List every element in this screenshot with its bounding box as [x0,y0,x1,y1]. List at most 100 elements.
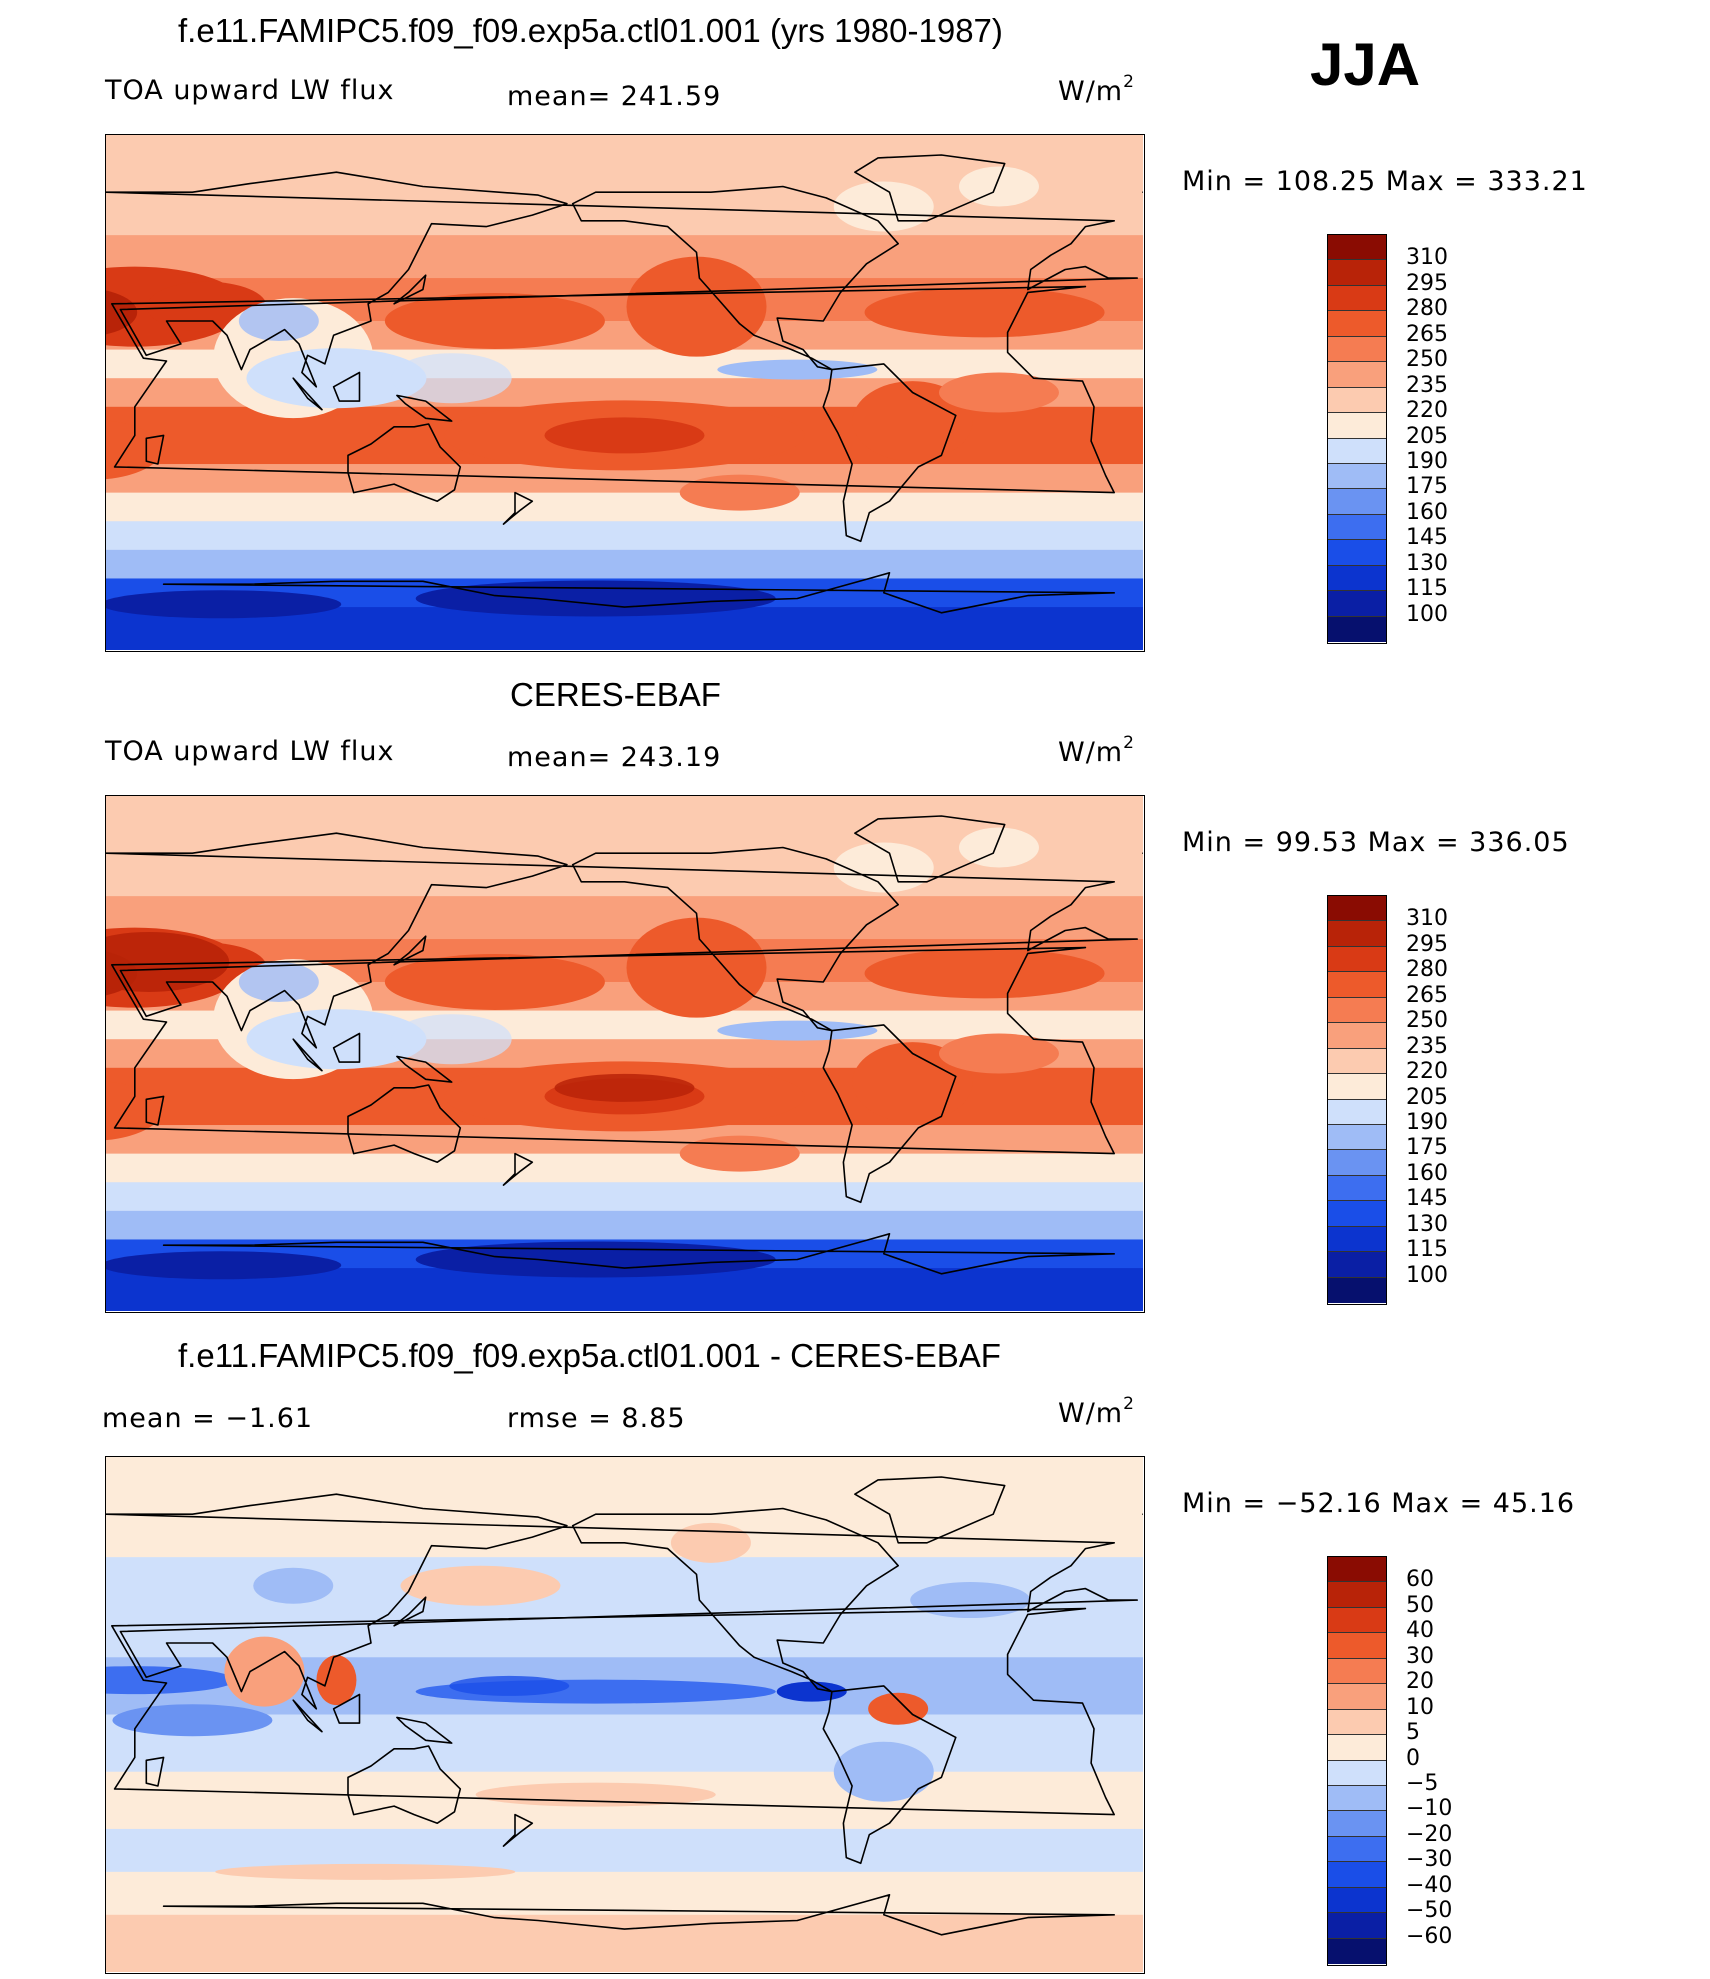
colorbar-segment [1328,1124,1386,1151]
colorbar-tick-label: 280 [1406,957,1448,983]
panel3-map-svg [106,1457,1143,1972]
colorbar-segment [1328,896,1386,922]
colorbar-segment [1328,1887,1386,1914]
colorbar-tick-label: −50 [1406,1898,1453,1924]
panel3-title: f.e11.FAMIPC5.f09_f09.exp5a.ctl01.001 - … [178,1337,1001,1374]
colorbar-segment [1328,311,1386,337]
colorbar-tick-label: −60 [1406,1923,1453,1949]
colorbar-tick-label: 100 [1406,1262,1448,1288]
colorbar-segment [1328,1150,1386,1176]
colorbar-segment [1328,1201,1386,1227]
colorbar-tick-label: 60 [1406,1567,1434,1593]
colorbar-tick-label: 265 [1406,321,1448,347]
colorbar-segment [1328,1099,1386,1125]
colorbar-segment [1328,463,1386,490]
colorbar-segment [1328,1175,1386,1202]
colorbar-tick-label: 160 [1406,499,1448,525]
panel3-colorbar [1327,1556,1387,1966]
colorbar-segment [1328,997,1386,1024]
colorbar-segment [1328,413,1386,439]
colorbar-tick-label: 100 [1406,601,1448,627]
colorbar-segment [1328,285,1386,312]
colorbar-segment [1328,362,1386,388]
colorbar-tick-label: 175 [1406,1135,1448,1161]
colorbar-segment [1328,260,1386,286]
colorbar-segment [1328,616,1386,642]
panel3-mean: mean = −1.61 [102,1403,314,1434]
colorbar-tick-label: 205 [1406,423,1448,449]
colorbar-tick-label: 310 [1406,245,1448,271]
colorbar-tick-label: 115 [1406,576,1448,602]
colorbar-segment [1328,1760,1386,1786]
colorbar-tick-label: 190 [1406,448,1448,474]
colorbar-segment [1328,1048,1386,1075]
units-text: W/m [1058,76,1124,107]
panel3-rmse: rmse = 8.85 [507,1403,686,1434]
panel2-field-label: TOA upward LW flux [105,736,395,767]
colorbar-tick-label: 220 [1406,398,1448,424]
colorbar-tick-label: 10 [1406,1694,1434,1720]
colorbar-segment [1328,514,1386,541]
colorbar-tick-label: 50 [1406,1592,1434,1618]
colorbar-segment [1328,1684,1386,1710]
colorbar-segment [1328,1557,1386,1583]
colorbar-segment [1328,489,1386,515]
panel3-minmax: Min = −52.16 Max = 45.16 [1182,1488,1576,1519]
colorbar-segment [1328,1836,1386,1863]
colorbar-segment [1328,1785,1386,1812]
colorbar-segment [1328,1023,1386,1049]
colorbar-segment [1328,946,1386,973]
colorbar-segment [1328,1735,1386,1761]
colorbar-segment [1328,921,1386,947]
units-text: W/m [1058,737,1124,768]
colorbar-segment [1328,1658,1386,1685]
colorbar-segment [1328,336,1386,363]
colorbar-tick-label: −20 [1406,1821,1453,1847]
panel1-colorbar [1327,234,1387,644]
panel2-colorbar [1327,895,1387,1305]
colorbar-tick-label: 5 [1406,1720,1420,1746]
colorbar-tick-label: 20 [1406,1669,1434,1695]
colorbar-segment [1328,1938,1386,1964]
colorbar-tick-label: −40 [1406,1872,1453,1898]
units-exponent: 2 [1123,72,1135,92]
colorbar-tick-label: 250 [1406,1008,1448,1034]
colorbar-segment [1328,565,1386,592]
colorbar-segment [1328,972,1386,998]
colorbar-segment [1328,235,1386,261]
colorbar-tick-label: 145 [1406,1186,1448,1212]
panel1-field-label: TOA upward LW flux [105,75,395,106]
units-text: W/m [1058,1398,1124,1429]
colorbar-tick-label: 250 [1406,347,1448,373]
panel2-mean: mean= 243.19 [507,742,722,773]
colorbar-segment [1328,1913,1386,1939]
panel3-units: W/m2 [1058,1394,1135,1429]
panel1-map [105,134,1145,652]
colorbar-segment [1328,540,1386,566]
colorbar-segment [1328,1633,1386,1659]
colorbar-segment [1328,1226,1386,1253]
colorbar-segment [1328,387,1386,414]
colorbar-tick-label: 0 [1406,1745,1420,1771]
colorbar-tick-label: 40 [1406,1618,1434,1644]
colorbar-tick-label: 160 [1406,1160,1448,1186]
colorbar-segment [1328,1709,1386,1736]
colorbar-tick-label: 205 [1406,1084,1448,1110]
units-exponent: 2 [1123,1394,1135,1414]
panel2-map-svg [106,796,1143,1311]
panel1-minmax: Min = 108.25 Max = 333.21 [1182,166,1588,197]
colorbar-tick-label: 130 [1406,550,1448,576]
colorbar-segment [1328,1862,1386,1888]
season-label: JJA [1310,31,1421,98]
colorbar-tick-label: 235 [1406,1033,1448,1059]
colorbar-tick-label: 280 [1406,296,1448,322]
colorbar-segment [1328,1277,1386,1303]
panel2-map [105,795,1145,1313]
panel1-mean: mean= 241.59 [507,81,722,112]
colorbar-segment [1328,1582,1386,1608]
colorbar-tick-label: 145 [1406,525,1448,551]
colorbar-segment [1328,438,1386,464]
colorbar-segment [1328,1607,1386,1634]
colorbar-tick-label: 130 [1406,1211,1448,1237]
colorbar-segment [1328,591,1386,617]
